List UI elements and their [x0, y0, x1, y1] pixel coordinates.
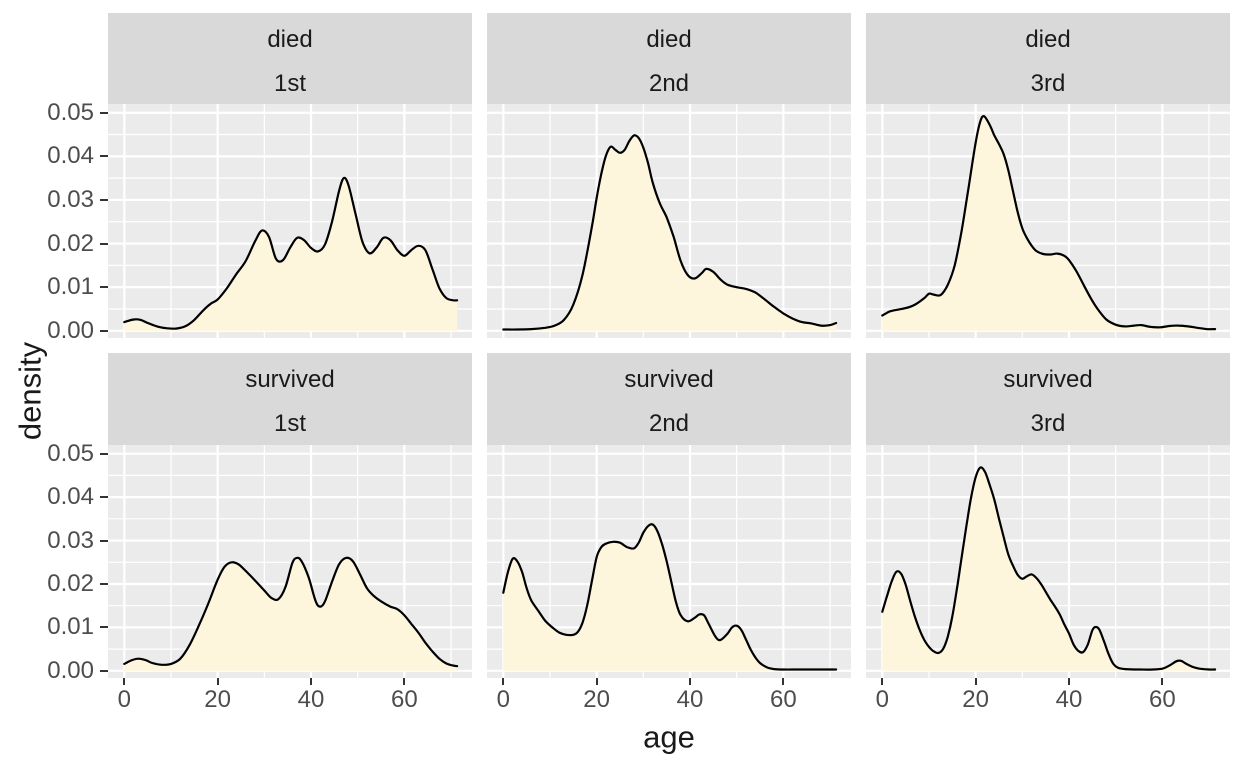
density-panel — [487, 445, 851, 678]
density-panel — [487, 104, 851, 338]
facet-label-class: 2nd — [648, 70, 690, 97]
y-tick-label: 0.01 — [47, 273, 94, 301]
y-tick-label: 0.00 — [47, 656, 94, 684]
y-axis-tick — [100, 582, 108, 585]
x-tick-label: 0 — [117, 686, 131, 713]
density-area — [124, 177, 458, 331]
density-area — [882, 116, 1216, 331]
x-axis-tick — [782, 678, 785, 685]
y-axis-tick — [100, 242, 108, 245]
y-axis-tick — [100, 669, 108, 672]
y-axis-tick — [100, 155, 108, 158]
facet-label-class: 1st — [273, 410, 306, 437]
x-axis-tick — [403, 678, 406, 685]
facet-label-class: 1st — [273, 70, 306, 97]
density-panel — [108, 445, 472, 678]
y-axis-tick — [100, 452, 108, 455]
facet-label-class: 3rd — [1030, 70, 1066, 97]
facet-strip: died 2nd — [487, 13, 851, 104]
x-tick-label: 60 — [1148, 686, 1176, 713]
x-tick-label: 20 — [204, 686, 231, 713]
y-tick-label: 0.04 — [47, 483, 94, 511]
facet-label-outcome: survived — [624, 366, 714, 393]
facet-label-outcome: died — [267, 26, 313, 53]
x-axis-tick — [595, 678, 598, 685]
facet-label-outcome: died — [1025, 26, 1071, 53]
x-axis-tick — [1068, 678, 1070, 685]
facet-strip: survived 1st — [108, 353, 472, 445]
density-curve — [502, 134, 838, 331]
x-tick-label: 60 — [769, 686, 797, 713]
density-area — [882, 467, 1216, 671]
facet-label-class: 2nd — [648, 410, 690, 437]
y-axis-tick — [100, 496, 108, 499]
x-axis-tick — [123, 678, 126, 685]
gridlines-minor — [108, 445, 472, 678]
facet-label-class: 3rd — [1030, 410, 1066, 437]
y-axis-title: density — [12, 341, 48, 441]
density-curve — [123, 176, 459, 330]
x-axis-tick — [689, 678, 691, 685]
x-tick-label: 40 — [676, 686, 704, 713]
y-axis-tick — [100, 539, 108, 542]
y-axis-tick — [100, 198, 108, 201]
x-axis-tick — [502, 678, 505, 685]
x-tick-label: 40 — [1055, 686, 1083, 713]
y-axis-tick — [100, 626, 108, 629]
x-axis-tick — [1161, 678, 1164, 685]
x-axis-title: age — [643, 719, 695, 755]
facet-label-outcome: survived — [245, 366, 335, 393]
facet-strip: survived 3rd — [866, 353, 1230, 445]
density-curve — [502, 523, 838, 671]
density-panel — [108, 104, 472, 338]
y-tick-label: 0.03 — [47, 185, 94, 213]
y-tick-label: 0.02 — [47, 569, 94, 597]
y-tick-label: 0.05 — [47, 439, 94, 467]
x-tick-label: 60 — [390, 686, 418, 713]
density-panel — [866, 104, 1230, 338]
y-tick-label: 0.02 — [47, 229, 94, 257]
density-curve — [881, 114, 1217, 331]
density-panel — [866, 445, 1230, 678]
y-axis-tick — [100, 329, 108, 332]
x-axis-tick — [216, 678, 219, 685]
x-axis-tick — [974, 678, 977, 685]
y-tick-label: 0.04 — [47, 142, 94, 170]
facet-label-outcome: died — [646, 26, 692, 53]
x-tick-label: 20 — [962, 686, 989, 713]
density-curve — [123, 556, 459, 668]
x-tick-label: 20 — [583, 686, 610, 713]
y-axis-tick — [100, 111, 108, 114]
y-axis-tick — [100, 286, 108, 289]
y-tick-label: 0.03 — [47, 526, 94, 554]
facet-strip: died 1st — [108, 13, 472, 104]
density-area — [124, 557, 458, 671]
density-area — [503, 524, 837, 671]
y-tick-label: 0.01 — [47, 613, 94, 641]
y-tick-label: 0.05 — [47, 98, 94, 126]
x-axis-tick — [881, 678, 884, 685]
x-tick-label: 0 — [496, 686, 510, 713]
x-tick-label: 40 — [297, 686, 325, 713]
x-axis-tick — [310, 678, 312, 685]
density-curve — [881, 466, 1217, 671]
y-tick-label: 0.00 — [47, 316, 94, 344]
facet-strip: died 3rd — [866, 13, 1230, 104]
facet-strip: survived 2nd — [487, 353, 851, 445]
facet-label-outcome: survived — [1003, 366, 1093, 393]
x-tick-label: 0 — [875, 686, 889, 713]
density-area — [503, 135, 837, 331]
